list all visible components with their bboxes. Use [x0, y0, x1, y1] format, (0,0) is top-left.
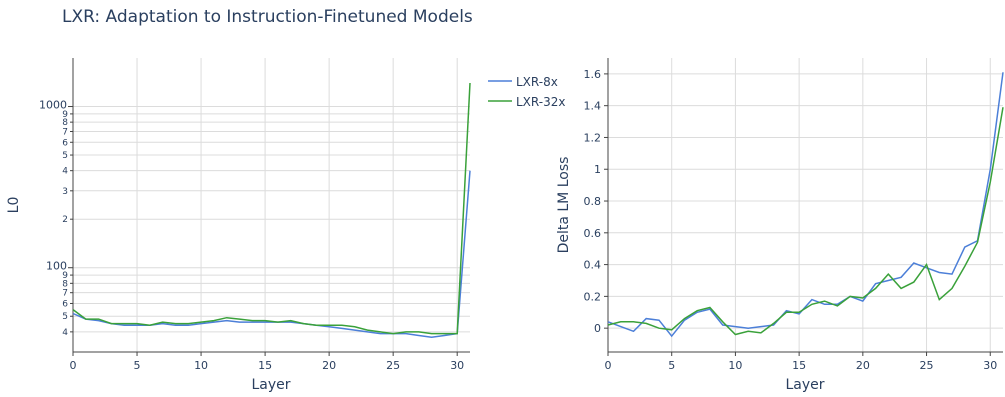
right-y-axis-title: Delta LM Loss [556, 157, 572, 254]
left-y-minor-tick-label: 7 [62, 289, 68, 299]
left-series-lines [72, 82, 471, 339]
chart-title: LXR: Adaptation to Instruction-Finetuned… [62, 7, 473, 27]
left-x-axis-title: Layer [251, 377, 290, 393]
right-x-tick-label: 0 [605, 359, 612, 372]
right-y-tick-label: 0.6 [584, 227, 602, 240]
left-y-minor-tick-label: 5 [62, 151, 68, 161]
right-y-tick-label: 1 [594, 163, 601, 176]
left-y-minor-tick-label: 3 [62, 187, 68, 197]
right-y-tick-label: 0.8 [584, 195, 602, 208]
left-y-minor-tick-label: 6 [62, 138, 68, 148]
left-y-minor-tick-label: 6 [62, 299, 68, 309]
chart-right: 0 5 10 15 20 25 30 0 0.2 0.4 0.6 0.8 1 1.2 1.4 1.6 Lay… [556, 58, 1004, 393]
left-y-minor-tick-label: 7 [62, 127, 68, 137]
legend: LXR-8x LXR-32x [488, 75, 565, 109]
left-y-minor-tick-label: 4 [62, 328, 68, 338]
left-y-major-tick-label: 100 [46, 260, 67, 273]
right-x-ticks: 0 5 10 15 20 25 30 [605, 352, 997, 372]
left-y-major-tick-label: 1000 [39, 99, 67, 112]
right-y-tick-label: 1.4 [584, 100, 602, 113]
left-x-tick-label: 10 [194, 359, 208, 372]
left-series-line-lxr-32x [72, 82, 471, 335]
right-x-tick-label: 10 [728, 359, 742, 372]
right-x-tick-label: 5 [668, 359, 675, 372]
right-series-line-lxr-32x [607, 107, 1004, 336]
right-x-tick-label: 15 [792, 359, 806, 372]
left-x-tick-label: 5 [134, 359, 141, 372]
left-y-axis-title: L0 [6, 197, 22, 214]
right-gridlines [607, 58, 1003, 352]
left-y-minor-tick-label: 8 [62, 118, 68, 128]
right-x-axis-title: Layer [785, 377, 824, 393]
right-y-tick-label: 0.4 [584, 259, 602, 272]
right-x-tick-label: 30 [983, 359, 997, 372]
left-x-ticks: 0 5 10 15 20 25 30 [70, 352, 464, 372]
left-x-tick-label: 20 [322, 359, 336, 372]
right-x-tick-label: 25 [920, 359, 934, 372]
left-y-minor-tick-label: 9 [62, 110, 68, 120]
legend-label-lxr-32x: LXR-32x [516, 95, 565, 109]
left-gridlines [72, 58, 470, 352]
left-y-minor-tick-label: 2 [62, 215, 68, 225]
left-x-tick-label: 0 [70, 359, 77, 372]
left-y-minor-tick-label: 5 [62, 312, 68, 322]
left-x-tick-label: 30 [450, 359, 464, 372]
left-y-minor-tick-label: 9 [62, 271, 68, 281]
left-x-tick-label: 15 [258, 359, 272, 372]
right-y-ticks: 0 0.2 0.4 0.6 0.8 1 1.2 1.4 1.6 [584, 68, 608, 335]
right-y-tick-label: 0 [594, 322, 601, 335]
right-series-line-lxr-8x [607, 72, 1004, 338]
right-y-tick-label: 0.2 [584, 290, 602, 303]
left-y-minor-tick-label: 8 [62, 279, 68, 289]
right-series-lines [607, 72, 1004, 338]
right-y-tick-label: 1.6 [584, 68, 602, 81]
left-y-minor-tick-label: 4 [62, 167, 68, 177]
right-x-tick-label: 20 [856, 359, 870, 372]
legend-label-lxr-8x: LXR-8x [516, 75, 558, 89]
left-series-line-lxr-8x [72, 170, 471, 339]
right-y-tick-label: 1.2 [584, 131, 602, 144]
left-x-tick-label: 25 [386, 359, 400, 372]
